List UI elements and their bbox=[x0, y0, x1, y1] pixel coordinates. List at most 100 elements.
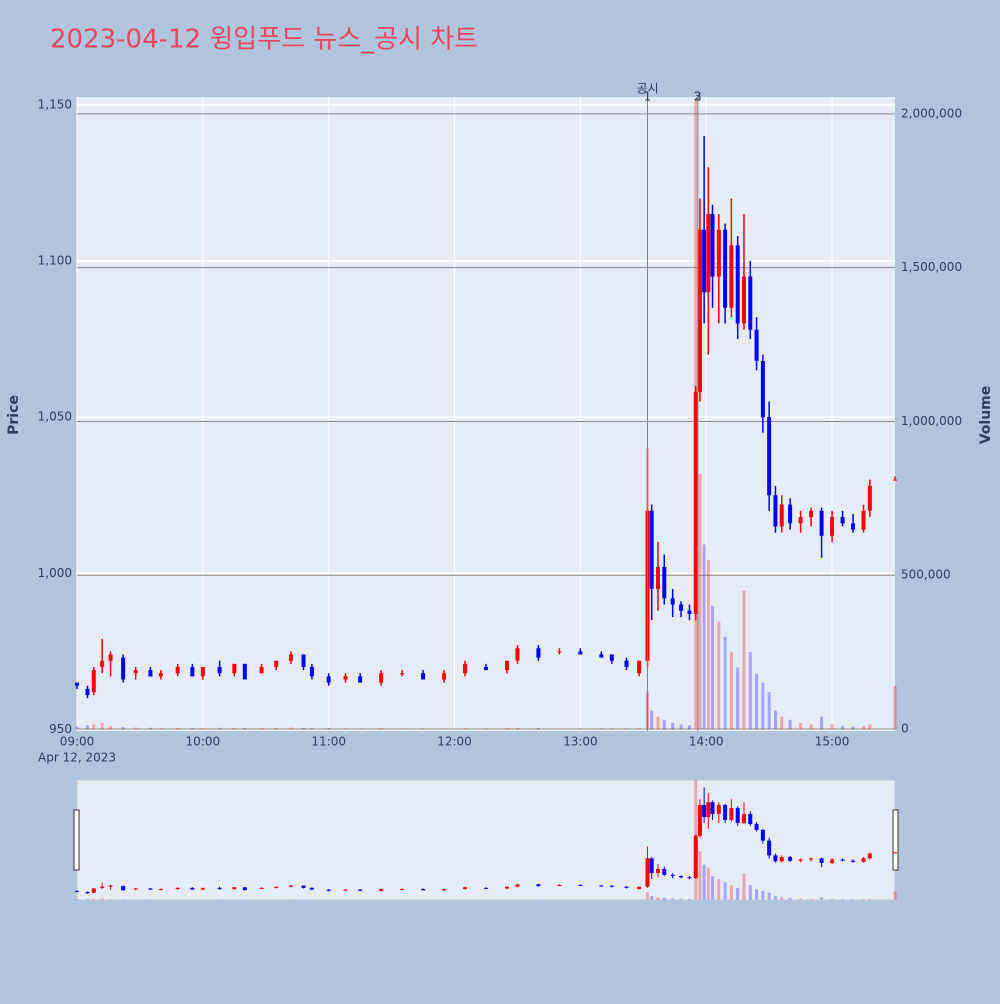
volume-bar bbox=[810, 724, 813, 729]
candle-body bbox=[148, 888, 152, 889]
candle-body bbox=[515, 648, 519, 660]
candle-body bbox=[578, 885, 582, 886]
volume-bar bbox=[92, 899, 95, 900]
candle-body bbox=[625, 661, 629, 667]
candle-body bbox=[260, 667, 264, 673]
volume-bar bbox=[698, 851, 701, 899]
candle-body bbox=[742, 814, 746, 823]
candle-body bbox=[75, 891, 79, 892]
candle-body bbox=[190, 888, 194, 890]
candle-body bbox=[788, 857, 792, 861]
volume-bar bbox=[260, 728, 263, 729]
candle-body bbox=[711, 214, 715, 276]
candle-body bbox=[679, 876, 683, 877]
x-date-label: Apr 12, 2023 bbox=[38, 751, 116, 765]
candle-body bbox=[442, 673, 446, 679]
candle-body bbox=[243, 887, 247, 890]
volume-bar bbox=[789, 720, 792, 729]
candle-body bbox=[702, 805, 706, 817]
candle-body bbox=[755, 824, 759, 830]
candle-body bbox=[729, 245, 733, 307]
volume-bar bbox=[218, 728, 221, 729]
y2-tick-label: 1,500,000 bbox=[901, 260, 962, 274]
candle-body bbox=[706, 214, 710, 292]
volume-bar bbox=[327, 728, 330, 729]
candle-body bbox=[698, 230, 702, 392]
y2-axis-title: Volume bbox=[978, 386, 994, 445]
candle-body bbox=[809, 511, 813, 517]
candle-body bbox=[159, 889, 163, 890]
volume-bar bbox=[656, 897, 659, 899]
candle-body bbox=[687, 877, 691, 878]
volume-bar bbox=[359, 728, 362, 729]
candle-body bbox=[706, 802, 710, 817]
candle-body bbox=[243, 664, 247, 680]
volume-bar bbox=[742, 591, 745, 729]
candle-body bbox=[755, 330, 759, 361]
volume-bar bbox=[742, 873, 745, 899]
volume-bar bbox=[894, 891, 897, 899]
candle-body bbox=[723, 230, 727, 308]
candle-body bbox=[75, 683, 79, 686]
candle-body bbox=[484, 667, 488, 670]
candle-body bbox=[578, 651, 582, 654]
candle-body bbox=[868, 854, 872, 859]
candle-body bbox=[358, 890, 362, 891]
candle-body bbox=[289, 654, 293, 660]
candle-body bbox=[767, 417, 771, 495]
candle-body bbox=[761, 361, 765, 417]
volume-bar bbox=[749, 652, 752, 729]
volume-bar bbox=[820, 717, 823, 729]
volume-bar bbox=[831, 899, 834, 900]
candle-body bbox=[637, 887, 641, 889]
candle-body bbox=[218, 888, 222, 889]
candle-body bbox=[201, 888, 205, 890]
candle-body bbox=[893, 852, 897, 853]
volume-bar bbox=[780, 897, 783, 899]
x-tick-label: 15:00 bbox=[815, 735, 850, 749]
range-handle[interactable] bbox=[74, 810, 79, 870]
candle-body bbox=[289, 886, 293, 887]
candle-body bbox=[505, 661, 509, 670]
candle-body bbox=[463, 887, 467, 889]
candle-body bbox=[343, 890, 347, 891]
volume-bar bbox=[579, 728, 582, 729]
volume-bar bbox=[233, 728, 236, 729]
volume-bar bbox=[730, 885, 733, 900]
volume-bar bbox=[724, 637, 727, 729]
volume-bar bbox=[109, 899, 112, 900]
candle-body bbox=[379, 673, 383, 682]
candle-body bbox=[232, 887, 236, 889]
y-tick-label: 1,150 bbox=[38, 97, 72, 111]
volume-bar bbox=[149, 728, 152, 729]
candle-body bbox=[820, 511, 824, 536]
y2-tick-label: 500,000 bbox=[901, 568, 951, 582]
x-tick-label: 09:00 bbox=[60, 735, 95, 749]
volume-bar bbox=[799, 723, 802, 729]
candle-body bbox=[711, 802, 715, 814]
candle-body bbox=[201, 667, 205, 676]
candle-body bbox=[698, 805, 702, 836]
volume-bar bbox=[761, 891, 764, 900]
candle-body bbox=[505, 887, 509, 889]
volume-bar bbox=[516, 728, 519, 729]
volume-bar bbox=[698, 474, 701, 729]
volume-bar bbox=[310, 728, 313, 729]
volume-bar bbox=[600, 728, 603, 729]
candle-body bbox=[799, 860, 803, 861]
range-handle[interactable] bbox=[893, 810, 898, 870]
y-tick-label: 1,000 bbox=[38, 566, 72, 580]
candle-body bbox=[421, 889, 425, 890]
candle-body bbox=[841, 860, 845, 861]
range-slider[interactable] bbox=[77, 780, 895, 900]
candle-body bbox=[830, 860, 834, 864]
x-tick-label: 12:00 bbox=[437, 735, 472, 749]
volume-bar bbox=[768, 692, 771, 729]
volume-bar bbox=[711, 606, 714, 729]
y-tick-label: 1,100 bbox=[38, 253, 72, 267]
y2-tick-label: 1,000,000 bbox=[901, 414, 962, 428]
volume-bar bbox=[724, 882, 727, 899]
volume-bar bbox=[717, 621, 720, 729]
candle-body bbox=[625, 887, 629, 888]
